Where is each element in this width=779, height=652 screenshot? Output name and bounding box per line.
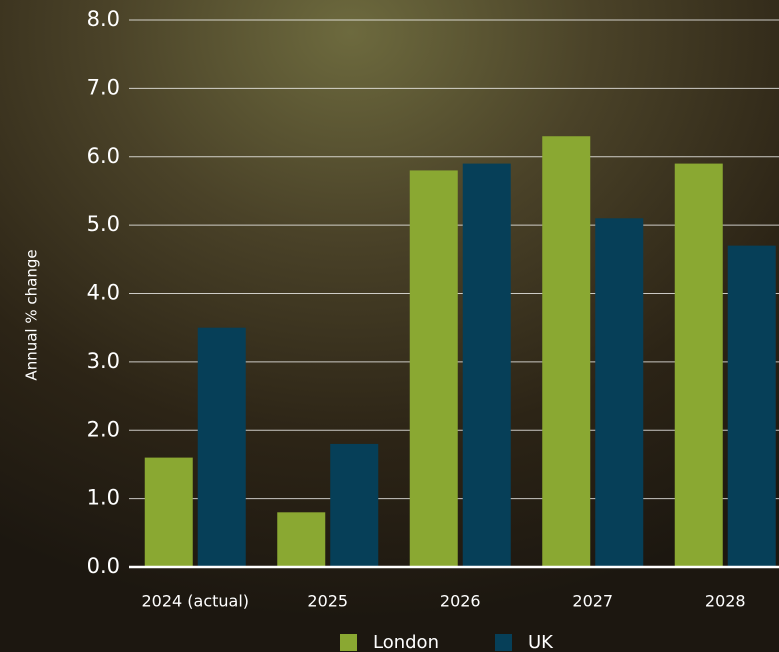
y-tick-label: 7.0 — [87, 75, 120, 99]
y-tick-label: 1.0 — [87, 486, 120, 510]
bar — [674, 163, 723, 567]
legend-label: London — [373, 632, 439, 652]
legend-swatch — [340, 634, 357, 651]
legend-label: UK — [528, 632, 554, 652]
x-tick-label: 2025 — [307, 592, 348, 611]
x-tick-label: 2028 — [705, 592, 746, 611]
y-tick-label: 4.0 — [87, 281, 120, 305]
bar — [330, 443, 379, 567]
bar — [197, 327, 246, 567]
y-tick-label: 5.0 — [87, 212, 120, 236]
y-tick-label: 8.0 — [87, 7, 120, 31]
y-tick-label: 2.0 — [87, 417, 120, 441]
y-tick-label: 6.0 — [87, 144, 120, 168]
y-tick-label: 3.0 — [87, 349, 120, 373]
y-tick-label: 0.0 — [87, 554, 120, 578]
bar — [542, 136, 591, 568]
bar — [462, 163, 511, 567]
bar — [595, 218, 644, 567]
bar — [409, 170, 458, 568]
bar — [727, 245, 776, 567]
bar — [144, 457, 193, 567]
bar — [277, 512, 326, 567]
x-tick-label: 2024 (actual) — [141, 592, 249, 611]
legend-swatch — [495, 634, 512, 651]
x-tick-label: 2026 — [440, 592, 481, 611]
y-axis-title: Annual % change — [23, 249, 41, 380]
x-tick-label: 2027 — [572, 592, 613, 611]
